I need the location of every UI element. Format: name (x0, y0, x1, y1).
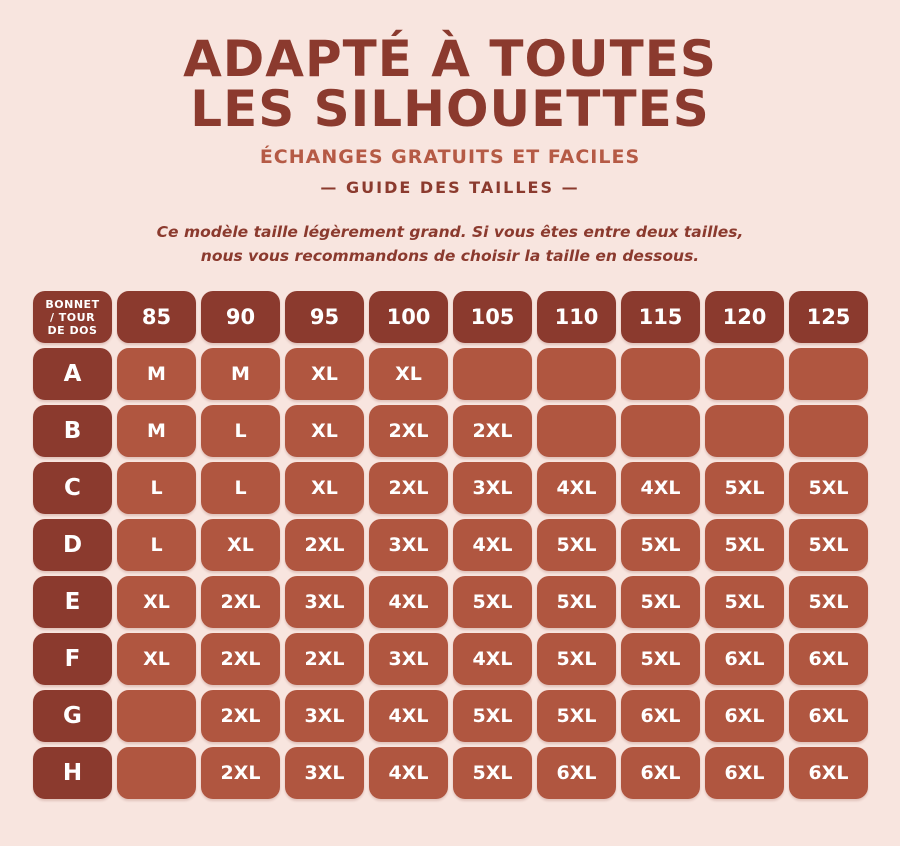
size-cell: 3XL (285, 576, 364, 628)
fit-note: Ce modèle taille légèrement grand. Si vo… (0, 220, 900, 268)
size-cell: 5XL (705, 519, 784, 571)
size-cell: M (117, 348, 196, 400)
size-cell: 5XL (537, 576, 616, 628)
size-cell: 6XL (789, 747, 868, 799)
size-cell: 5XL (537, 633, 616, 685)
size-cell: 6XL (705, 690, 784, 742)
size-cell: 5XL (453, 576, 532, 628)
row-header-cup: A (33, 348, 112, 400)
size-cell: 3XL (369, 633, 448, 685)
size-cell: 5XL (621, 576, 700, 628)
size-cell: 2XL (201, 633, 280, 685)
size-cell: 2XL (453, 405, 532, 457)
size-cell: 6XL (621, 747, 700, 799)
size-cell: XL (369, 348, 448, 400)
size-cell: L (201, 462, 280, 514)
size-cell: 2XL (285, 519, 364, 571)
size-cell: 5XL (453, 690, 532, 742)
fit-note-line-2: nous vous recommandons de choisir la tai… (200, 247, 700, 265)
row-header-cup: E (33, 576, 112, 628)
size-cell: 2XL (369, 462, 448, 514)
size-cell-empty (117, 747, 196, 799)
subtitle: ÉCHANGES GRATUITS ET FACILES (259, 146, 641, 168)
size-cell: 2XL (369, 405, 448, 457)
size-cell: 6XL (621, 690, 700, 742)
size-cell: 5XL (453, 747, 532, 799)
size-cell: 2XL (201, 576, 280, 628)
column-header-band: 100 (369, 291, 448, 343)
size-cell: 5XL (621, 519, 700, 571)
size-cell: 2XL (201, 690, 280, 742)
size-cell: XL (285, 405, 364, 457)
size-cell: 6XL (705, 633, 784, 685)
size-cell-empty (621, 348, 700, 400)
column-header-band: 110 (537, 291, 616, 343)
size-cell: 4XL (621, 462, 700, 514)
size-cell: 4XL (369, 576, 448, 628)
size-cell: M (201, 348, 280, 400)
size-cell-empty (537, 348, 616, 400)
size-cell: 6XL (789, 690, 868, 742)
guide-label: — GUIDE DES TAILLES — (320, 178, 580, 197)
size-cell: 6XL (789, 633, 868, 685)
size-cell: 5XL (537, 519, 616, 571)
size-cell-empty (117, 690, 196, 742)
size-cell: 5XL (789, 519, 868, 571)
size-cell-empty (453, 348, 532, 400)
size-cell: 6XL (537, 747, 616, 799)
size-cell: 4XL (453, 633, 532, 685)
corner-header: BONNET / TOUR DE DOS (33, 291, 112, 343)
size-table: BONNET / TOUR DE DOS 85 90 95 100 105 110 115 1… (33, 291, 868, 799)
size-cell: L (201, 405, 280, 457)
column-header-band: 115 (621, 291, 700, 343)
size-cell: 4XL (369, 747, 448, 799)
size-cell: 4XL (453, 519, 532, 571)
column-header-band: 90 (201, 291, 280, 343)
size-cell: 5XL (537, 690, 616, 742)
size-cell: 5XL (621, 633, 700, 685)
column-header-band: 120 (705, 291, 784, 343)
size-cell-empty (621, 405, 700, 457)
size-cell: XL (285, 348, 364, 400)
size-cell: XL (285, 462, 364, 514)
row-header-cup: G (33, 690, 112, 742)
size-cell: XL (201, 519, 280, 571)
size-cell: 6XL (705, 747, 784, 799)
size-cell: 4XL (369, 690, 448, 742)
row-header-cup: H (33, 747, 112, 799)
size-cell: 5XL (789, 576, 868, 628)
column-header-band: 105 (453, 291, 532, 343)
size-cell: 5XL (705, 576, 784, 628)
size-cell: 2XL (201, 747, 280, 799)
row-header-cup: B (33, 405, 112, 457)
column-header-band: 95 (285, 291, 364, 343)
size-cell: 3XL (453, 462, 532, 514)
size-cell: L (117, 462, 196, 514)
row-header-cup: F (33, 633, 112, 685)
column-header-band: 125 (789, 291, 868, 343)
title-line-1: ADAPTÉ À TOUTES (183, 30, 717, 88)
size-cell-empty (705, 405, 784, 457)
size-cell-empty (789, 405, 868, 457)
size-cell-empty (537, 405, 616, 457)
column-header-band: 85 (117, 291, 196, 343)
size-cell: XL (117, 576, 196, 628)
size-cell: 5XL (705, 462, 784, 514)
size-cell: 3XL (285, 747, 364, 799)
size-cell: 4XL (537, 462, 616, 514)
row-header-cup: C (33, 462, 112, 514)
size-cell: L (117, 519, 196, 571)
size-cell: M (117, 405, 196, 457)
size-cell: 3XL (369, 519, 448, 571)
size-cell: 3XL (285, 690, 364, 742)
fit-note-line-1: Ce modèle taille légèrement grand. Si vo… (156, 223, 744, 241)
size-cell-empty (789, 348, 868, 400)
size-cell: 2XL (285, 633, 364, 685)
size-cell-empty (705, 348, 784, 400)
size-cell: 5XL (789, 462, 868, 514)
title-line-2: LES SILHOUETTES (190, 80, 710, 138)
row-header-cup: D (33, 519, 112, 571)
size-cell: XL (117, 633, 196, 685)
